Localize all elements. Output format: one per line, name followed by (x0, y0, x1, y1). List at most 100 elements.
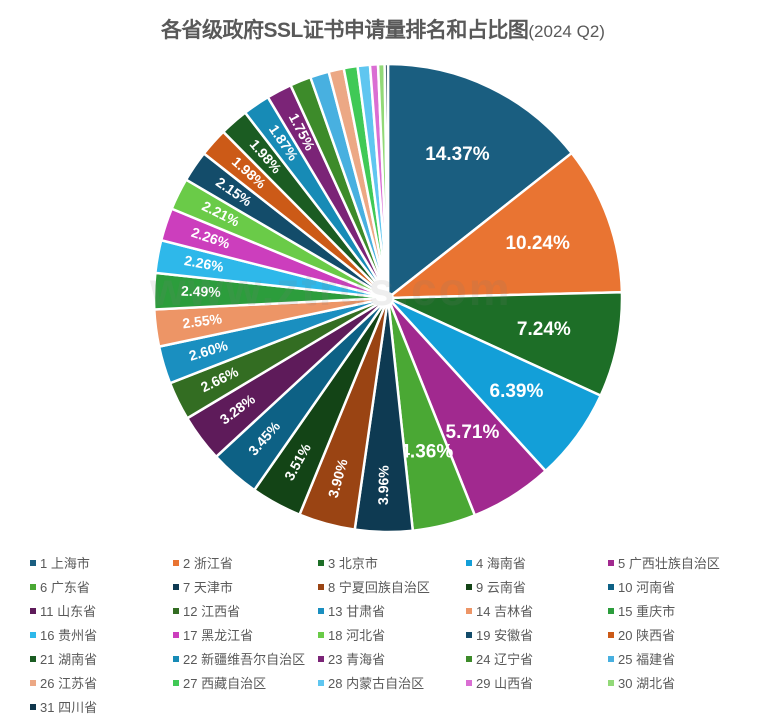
legend-item[interactable]: 26 江苏省 (30, 673, 97, 692)
legend-item[interactable]: 3 北京市 (318, 553, 378, 572)
legend-label: 9 云南省 (476, 580, 526, 595)
legend-item[interactable]: 21 湖南省 (30, 649, 97, 668)
legend-label: 23 青海省 (328, 652, 386, 667)
legend-label: 12 江西省 (183, 604, 241, 619)
legend-swatch-icon (466, 655, 472, 662)
legend-swatch-icon (30, 655, 36, 662)
slice-label: 10.24% (505, 233, 570, 254)
legend-swatch-icon (608, 679, 614, 686)
slice-label: 3.96% (375, 465, 392, 506)
legend-label: 3 北京市 (328, 556, 378, 571)
legend-item[interactable]: 22 新疆维吾尔自治区 (173, 649, 305, 668)
legend-item[interactable]: 24 辽宁省 (466, 649, 533, 668)
legend-item[interactable]: 29 山西省 (466, 673, 533, 692)
legend-label: 25 福建省 (618, 652, 676, 667)
legend-item[interactable]: 6 广东省 (30, 577, 90, 596)
pie-slice (383, 62, 390, 299)
slice-label: 4.36% (399, 441, 453, 462)
legend-label: 5 广西壮族自治区 (618, 556, 720, 571)
legend-item[interactable]: 7 天津市 (173, 577, 233, 596)
legend-swatch-icon (608, 559, 614, 566)
legend-label: 28 内蒙古自治区 (328, 676, 425, 691)
legend-swatch-icon (30, 631, 36, 638)
legend-item[interactable]: 19 安徽省 (466, 625, 533, 644)
legend-item[interactable]: 25 福建省 (608, 649, 675, 668)
legend-swatch-icon (608, 583, 614, 590)
legend-item[interactable]: 20 陕西省 (608, 625, 675, 644)
legend-label: 16 贵州省 (40, 628, 98, 643)
legend-swatch-icon (608, 655, 614, 662)
pie-slice (387, 290, 624, 398)
legend-item[interactable]: 17 黑龙江省 (173, 625, 253, 644)
legend-label: 30 湖北省 (618, 676, 676, 691)
legend-swatch-icon (466, 583, 472, 590)
legend-item[interactable]: 9 云南省 (466, 577, 526, 596)
legend-item[interactable]: 4 海南省 (466, 553, 526, 572)
legend-swatch-icon (466, 607, 472, 614)
legend-label: 19 安徽省 (476, 628, 534, 643)
chart-title: 各省级政府SSL证书申请量排名和占比图(2024 Q2) (0, 14, 766, 44)
legend-label: 27 西藏自治区 (183, 676, 267, 691)
legend-label: 13 甘肃省 (328, 604, 386, 619)
chart-title-main: 各省级政府SSL证书申请量排名和占比图 (161, 19, 529, 42)
legend-label: 29 山西省 (476, 676, 534, 691)
legend-item[interactable]: 12 江西省 (173, 601, 240, 620)
pie-slice (386, 62, 574, 301)
legend-item[interactable]: 27 西藏自治区 (173, 673, 266, 692)
legend-item[interactable]: 15 重庆市 (608, 601, 675, 620)
legend-swatch-icon (466, 679, 472, 686)
legend-label: 21 湖南省 (40, 652, 98, 667)
legend-swatch-icon (173, 607, 179, 614)
legend-item[interactable]: 13 甘肃省 (318, 601, 385, 620)
legend-item[interactable]: 8 宁夏回族自治区 (318, 577, 430, 596)
legend-item[interactable]: 1 上海市 (30, 553, 90, 572)
legend-item[interactable]: 28 内蒙古自治区 (318, 673, 424, 692)
legend-swatch-icon (30, 607, 36, 614)
slice-label: 2.26% (183, 252, 225, 275)
legend-item[interactable]: 16 贵州省 (30, 625, 97, 644)
legend-label: 22 新疆维吾尔自治区 (183, 652, 306, 667)
legend-swatch-icon (466, 631, 472, 638)
legend-label: 11 山东省 (40, 604, 97, 619)
slice-label: 7.24% (517, 319, 571, 340)
legend-item[interactable]: 10 河南省 (608, 577, 675, 596)
slice-label: 6.39% (490, 381, 544, 402)
legend-label: 2 浙江省 (183, 556, 233, 571)
legend-item[interactable]: 31 四川省 (30, 697, 97, 716)
legend-item[interactable]: 23 青海省 (318, 649, 385, 668)
legend-label: 17 黑龙江省 (183, 628, 254, 643)
legend-label: 8 宁夏回族自治区 (328, 580, 430, 595)
legend-item[interactable]: 11 山东省 (30, 601, 96, 620)
legend-swatch-icon (173, 631, 179, 638)
legend-swatch-icon (173, 679, 179, 686)
legend-swatch-icon (173, 655, 179, 662)
slice-label: 5.71% (446, 422, 500, 443)
legend-label: 20 陕西省 (618, 628, 676, 643)
legend-swatch-icon (318, 559, 324, 566)
legend-label: 10 河南省 (618, 580, 676, 595)
pie-chart: 14.37%10.24%7.24%6.39%5.71%4.36%3.96%3.9… (152, 62, 624, 534)
legend-item[interactable]: 18 河北省 (318, 625, 385, 644)
legend-label: 15 重庆市 (618, 604, 676, 619)
legend-item[interactable]: 5 广西壮族自治区 (608, 553, 720, 572)
legend-swatch-icon (318, 631, 324, 638)
legend-label: 26 江苏省 (40, 676, 98, 691)
chart-title-sub: (2024 Q2) (528, 22, 605, 41)
legend-label: 31 四川省 (40, 700, 98, 715)
legend-swatch-icon (466, 559, 472, 566)
legend-label: 4 海南省 (476, 556, 526, 571)
legend-item[interactable]: 30 湖北省 (608, 673, 675, 692)
legend-swatch-icon (30, 559, 36, 566)
legend-swatch-icon (173, 559, 179, 566)
legend-swatch-icon (318, 583, 324, 590)
legend-label: 14 吉林省 (476, 604, 534, 619)
legend-swatch-icon (30, 583, 36, 590)
legend-label: 18 河北省 (328, 628, 386, 643)
legend-swatch-icon (318, 607, 324, 614)
legend-item[interactable]: 14 吉林省 (466, 601, 533, 620)
legend-label: 1 上海市 (40, 556, 90, 571)
legend-swatch-icon (608, 631, 614, 638)
legend-item[interactable]: 2 浙江省 (173, 553, 233, 572)
slice-label: 2.49% (181, 283, 222, 300)
legend-swatch-icon (318, 655, 324, 662)
